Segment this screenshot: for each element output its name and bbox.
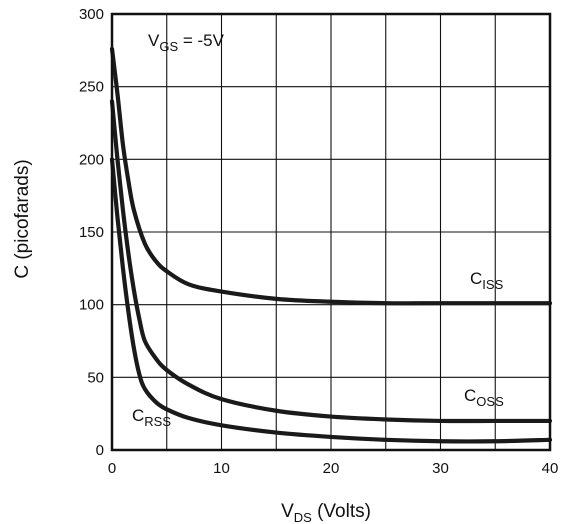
coss-label-sub: OSS (476, 394, 504, 409)
plot-frame (110, 12, 552, 452)
crss-label-main: C (132, 406, 144, 425)
x-tick-labels: 0 10 20 30 40 (108, 460, 559, 477)
coss-label-main: C (464, 386, 476, 405)
x-tick-label: 30 (432, 460, 449, 477)
x-tick-label: 40 (542, 460, 559, 477)
coss-label: COSS (464, 386, 504, 409)
x-axis-title: VDS (Volts) (281, 501, 371, 524)
vgs-sub: GS (159, 39, 178, 54)
crss-label: CRSS (132, 406, 171, 429)
x-tick-label: 20 (323, 460, 340, 477)
y-tick-label: 150 (79, 224, 104, 241)
x-tick-label: 0 (108, 460, 116, 477)
x-axis-title-sub: DS (294, 510, 312, 524)
y-tick-label: 0 (96, 442, 104, 459)
y-tick-labels: 0 50 100 150 200 250 300 (79, 6, 104, 459)
crss-curve (109, 157, 553, 444)
y-tick-label: 300 (79, 6, 104, 23)
y-tick-label: 200 (79, 151, 104, 168)
grid (112, 14, 550, 450)
ciss-label-main: C (470, 269, 482, 288)
ciss-label: CISS (470, 269, 504, 292)
coss-curve (109, 99, 553, 424)
vgs-annotation: VGS = -5V (148, 31, 225, 54)
vgs-main: V (148, 31, 160, 50)
y-axis-title: C (picofarads) (12, 159, 33, 278)
y-tick-label: 100 (79, 297, 104, 314)
vgs-rest: = -5V (178, 31, 224, 50)
series-curves (109, 46, 553, 444)
x-axis-title-rest: (Volts) (312, 501, 371, 522)
y-tick-label: 50 (87, 369, 104, 386)
ciss-label-sub: ISS (482, 277, 503, 292)
x-tick-label: 10 (213, 460, 230, 477)
ciss-curve (109, 46, 553, 306)
y-tick-label: 250 (79, 79, 104, 96)
crss-label-sub: RSS (144, 414, 171, 429)
x-axis-title-main: V (281, 501, 294, 522)
